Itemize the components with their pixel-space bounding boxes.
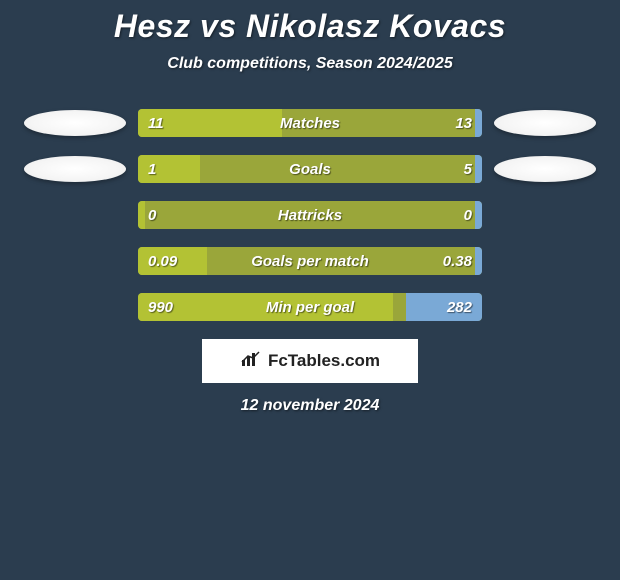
country-flag-left [20, 158, 130, 180]
logo-text: FcTables.com [268, 351, 380, 371]
flag-spacer [490, 204, 600, 226]
flag-ellipse [24, 110, 126, 136]
flag-ellipse [494, 156, 596, 182]
country-flag-right [490, 112, 600, 134]
flag-ellipse [24, 156, 126, 182]
flag-spacer [490, 296, 600, 318]
stat-label: Matches [138, 115, 482, 132]
stat-label: Goals [138, 161, 482, 178]
country-flag-right [490, 158, 600, 180]
stat-row: 15Goals [0, 155, 620, 183]
stats-container: Hesz vs Nikolasz Kovacs Club competition… [0, 0, 620, 415]
page-title: Hesz vs Nikolasz Kovacs [0, 8, 620, 45]
flag-ellipse [494, 110, 596, 136]
flag-spacer [20, 250, 130, 272]
stat-row: 00Hattricks [0, 201, 620, 229]
flag-spacer [20, 296, 130, 318]
stat-label: Goals per match [138, 253, 482, 270]
stat-row: 1113Matches [0, 109, 620, 137]
country-flag-left [20, 112, 130, 134]
stat-bars: 1113Matches 15Goals 00Hattricks 0.090.38Goa… [0, 109, 620, 321]
stat-bar: 15Goals [138, 155, 482, 183]
stat-bar: 00Hattricks [138, 201, 482, 229]
stat-bar: 990282Min per goal [138, 293, 482, 321]
logo-box[interactable]: FcTables.com [202, 339, 418, 383]
stat-label: Min per goal [138, 299, 482, 316]
stat-bar: 1113Matches [138, 109, 482, 137]
stat-bar: 0.090.38Goals per match [138, 247, 482, 275]
subtitle: Club competitions, Season 2024/2025 [0, 55, 620, 73]
stat-row: 0.090.38Goals per match [0, 247, 620, 275]
flag-spacer [490, 250, 600, 272]
stat-label: Hattricks [138, 207, 482, 224]
chart-icon [240, 350, 262, 373]
flag-spacer [20, 204, 130, 226]
date-text: 12 november 2024 [0, 397, 620, 415]
stat-row: 990282Min per goal [0, 293, 620, 321]
